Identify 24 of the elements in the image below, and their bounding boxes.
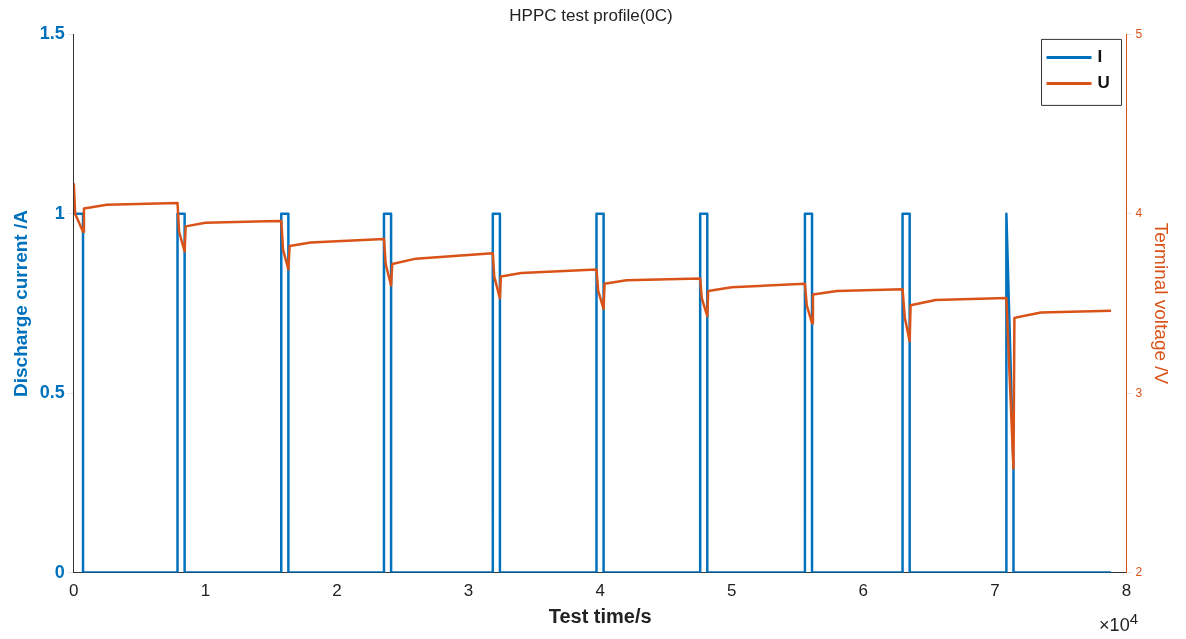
y-tick-label: 0 (54, 561, 65, 582)
y-axis-title: Discharge current /A (9, 209, 31, 397)
x-tick-label: 7 (990, 581, 1000, 601)
x-tick-label: 5 (727, 581, 737, 601)
y-tick-label: 0.5 (39, 382, 65, 403)
x-tick-label: 1 (200, 581, 211, 601)
x-tick-label: 8 (1121, 581, 1132, 601)
x-tick-label: 4 (595, 581, 605, 601)
y-tick-label: 1 (54, 202, 65, 223)
y2-tick-label: 5 (1135, 26, 1143, 41)
legend-label: U (1097, 73, 1110, 93)
y2-tick-label: 3 (1135, 385, 1143, 400)
x-tick-label: 2 (332, 581, 342, 601)
y-tick-label: 1.5 (39, 23, 65, 44)
x-tick-label: 6 (858, 581, 869, 601)
x-tick-label: 3 (463, 581, 474, 601)
x-axis-title: Test time/s (548, 604, 652, 627)
y2-tick-label: 2 (1135, 564, 1143, 579)
text: ×10$^{4}$ (1099, 610, 1138, 636)
chart-title: HPPC test profile(0C) (509, 5, 673, 25)
x-tick-label: 0 (69, 581, 79, 601)
y2-axis-title: Terminal voltage /V (1151, 222, 1173, 385)
y2-tick-label: 4 (1135, 206, 1143, 221)
legend-label: I (1097, 47, 1103, 67)
